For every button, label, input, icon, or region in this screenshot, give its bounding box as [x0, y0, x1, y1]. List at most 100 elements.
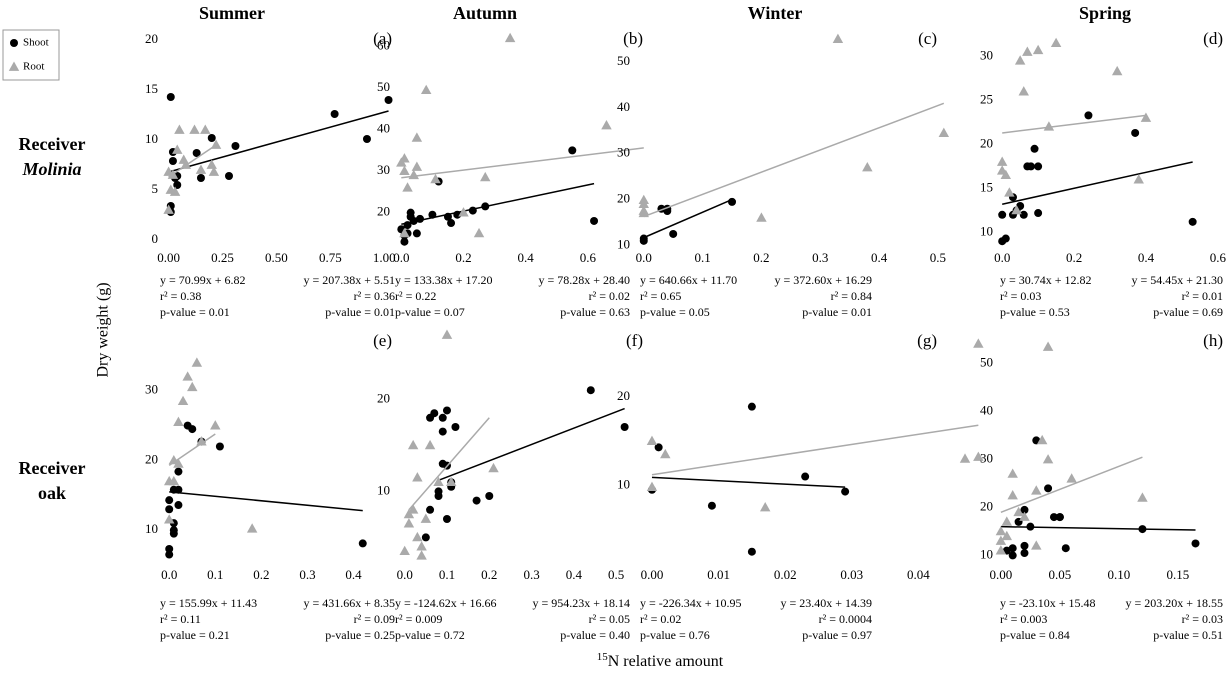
point: [1133, 174, 1144, 184]
fit-equation: y = -226.34x + 10.95: [640, 596, 742, 610]
point: [224, 172, 233, 180]
fit-p: p-value = 0.84: [1000, 628, 1070, 642]
trend-line: [401, 147, 644, 179]
point: [1050, 37, 1062, 48]
point: [1019, 511, 1030, 521]
point: [995, 525, 1007, 536]
point: [399, 153, 410, 163]
point: [472, 496, 481, 505]
point: [1011, 204, 1022, 215]
row-label: oak: [38, 483, 66, 503]
fit-equation: y = 133.38x + 17.20: [395, 273, 493, 287]
point: [1191, 539, 1200, 548]
y-tick-label: 20: [617, 191, 630, 206]
x-axis-label-main: N relative amount: [608, 653, 724, 670]
trend-line: [168, 433, 216, 466]
y-tick-label: 50: [980, 355, 993, 370]
point: [400, 237, 409, 246]
point: [191, 357, 203, 367]
point: [458, 207, 469, 217]
point: [660, 448, 671, 459]
point: [973, 338, 984, 348]
point: [196, 436, 207, 446]
point: [481, 202, 490, 211]
point: [168, 475, 180, 486]
point: [1000, 169, 1012, 180]
point: [1084, 111, 1093, 120]
point: [188, 425, 197, 434]
point: [399, 545, 410, 556]
point: [1001, 516, 1013, 526]
point: [995, 535, 1007, 545]
point: [416, 550, 427, 560]
x-tick-label: 0.2: [455, 250, 471, 265]
point: [646, 481, 658, 492]
y-tick-label: 20: [980, 498, 993, 513]
point: [172, 144, 183, 154]
point: [166, 93, 175, 101]
point: [168, 157, 177, 165]
point: [168, 454, 180, 465]
fit-p: p-value = 0.01: [325, 305, 395, 319]
point: [1138, 525, 1147, 534]
point: [411, 132, 423, 142]
x-tick-label: 0.04: [907, 567, 930, 582]
x-tick-label: 0.00: [641, 567, 664, 582]
point: [330, 110, 339, 118]
point: [174, 124, 185, 134]
point: [177, 395, 189, 406]
point: [1020, 549, 1029, 558]
point: [1008, 551, 1017, 560]
point: [426, 505, 435, 514]
y-tick-label: 10: [980, 223, 993, 238]
point: [959, 453, 971, 463]
point: [174, 485, 183, 494]
point: [189, 124, 200, 134]
fit-equation: y = 640.66x + 11.70: [640, 273, 737, 287]
point: [1137, 492, 1148, 502]
legend-label: Root: [23, 61, 44, 73]
y-tick-label: 30: [377, 162, 390, 177]
point: [438, 413, 447, 422]
legend-marker: [8, 61, 20, 71]
fit-equation: y = 207.38x + 5.51: [303, 273, 395, 287]
point: [638, 205, 649, 215]
y-tick-label: 20: [980, 135, 993, 150]
row-label: Receiver: [19, 134, 86, 154]
point: [586, 386, 595, 395]
point: [639, 234, 648, 243]
trend-line: [438, 407, 625, 482]
point: [358, 539, 367, 548]
point: [421, 533, 430, 542]
y-tick-label: 30: [980, 47, 993, 62]
x-tick-label: 0.05: [1048, 567, 1071, 582]
x-tick-label: 0.2: [481, 567, 497, 582]
point: [938, 127, 950, 137]
point: [442, 515, 451, 523]
trend-line: [168, 110, 389, 173]
point: [426, 413, 435, 422]
fit-p: p-value = 0.53: [1000, 305, 1070, 319]
point: [1061, 544, 1070, 553]
fit-r2: r² = 0.01: [1182, 289, 1223, 303]
y-tick-label: 10: [145, 131, 158, 146]
point: [504, 32, 516, 43]
point: [996, 156, 1008, 166]
fit-equation: y = 954.23x + 18.14: [532, 596, 630, 610]
point: [195, 164, 207, 174]
fit-p: p-value = 0.40: [560, 628, 630, 642]
point: [473, 227, 485, 238]
fit-p: p-value = 0.72: [395, 628, 465, 642]
trend-line: [1000, 456, 1143, 513]
point: [416, 541, 427, 551]
y-tick-label: 10: [980, 546, 993, 561]
x-tick-label: 0.3: [299, 567, 315, 582]
fit-r2: r² = 0.003: [1000, 612, 1047, 626]
fit-r2: r² = 0.03: [1000, 289, 1041, 303]
y-tick-label: 25: [980, 91, 993, 106]
point: [210, 139, 222, 149]
point: [1013, 506, 1024, 517]
point: [208, 166, 220, 176]
fit-p: p-value = 0.76: [640, 628, 710, 642]
panel-label: (f): [626, 331, 643, 350]
